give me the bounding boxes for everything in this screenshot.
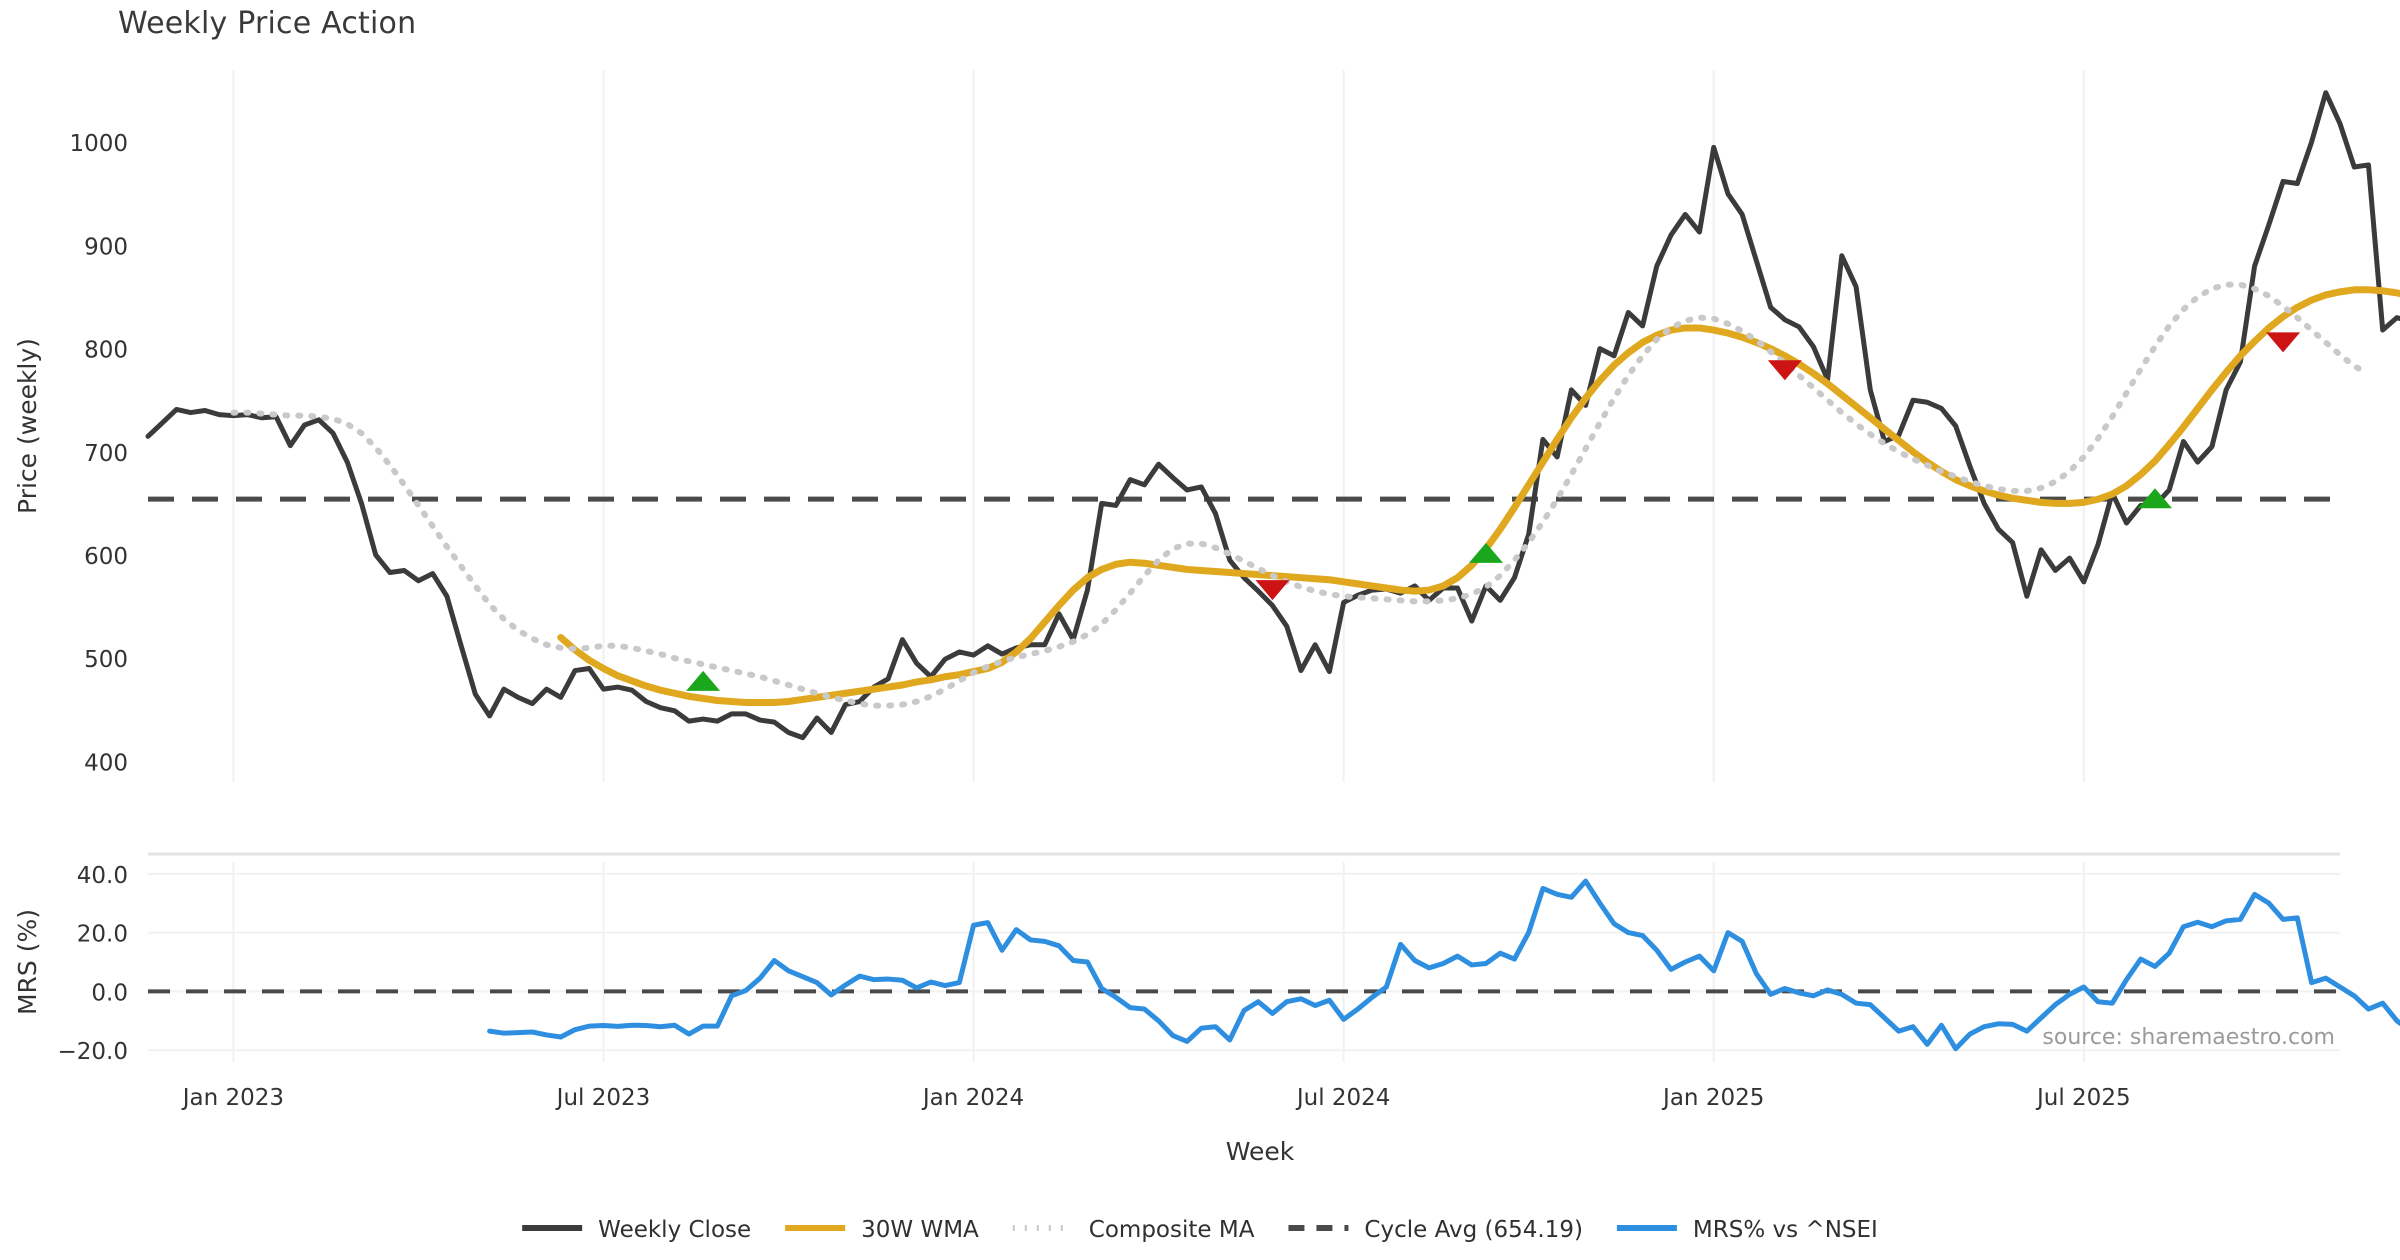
price-ytick-label-3: 700 <box>84 441 128 467</box>
buy-marker-2[interactable] <box>1468 542 1503 563</box>
xtick-label-0: Jan 2023 <box>181 1085 284 1111</box>
x-axis-label: Week <box>1226 1137 1295 1166</box>
mrs-ytick-label-3: 40.0 <box>77 863 128 889</box>
xtick-label-4: Jan 2025 <box>1661 1085 1764 1111</box>
sell-marker-1[interactable] <box>1255 580 1290 601</box>
buy-marker-0[interactable] <box>686 670 721 691</box>
mrs-ytick-label-0: −20.0 <box>58 1039 128 1065</box>
xtick-label-3: Jul 2024 <box>1295 1085 1391 1111</box>
mrs-axis-label: MRS (%) <box>13 909 42 1015</box>
price-ytick-label-0: 400 <box>84 750 128 776</box>
page-title: Weekly Price Action <box>118 6 417 41</box>
price-ytick-label-5: 900 <box>84 234 128 260</box>
price-ytick-label-6: 1000 <box>69 131 128 157</box>
legend-label-4[interactable]: MRS% vs ^NSEI <box>1693 1217 1878 1243</box>
buy-marker-4[interactable] <box>2137 488 2172 509</box>
price-ytick-label-1: 500 <box>84 647 128 673</box>
series-weekly-close <box>145 90 2400 741</box>
legend-label-3[interactable]: Cycle Avg (654.19) <box>1364 1217 1583 1243</box>
legend-label-2[interactable]: Composite MA <box>1089 1217 1255 1243</box>
legend-label-1[interactable]: 30W WMA <box>861 1217 979 1243</box>
price-ytick-label-4: 800 <box>84 338 128 364</box>
price-axis-label: Price (weekly) <box>13 338 42 514</box>
mrs-ytick-label-1: 0.0 <box>91 980 128 1006</box>
sell-marker-5[interactable] <box>2266 332 2301 353</box>
xtick-label-1: Jul 2023 <box>555 1085 651 1111</box>
mrs-ytick-label-2: 20.0 <box>77 922 128 948</box>
series-30w-wma <box>557 286 2400 707</box>
sell-marker-3[interactable] <box>1767 360 1802 381</box>
legend-label-0[interactable]: Weekly Close <box>598 1217 751 1243</box>
series-composite-ma <box>230 281 2372 709</box>
price-ytick-label-2: 600 <box>84 544 128 570</box>
source-watermark: source: sharemaestro.com <box>2042 1025 2335 1050</box>
xtick-label-2: Jan 2024 <box>921 1085 1024 1111</box>
xtick-label-5: Jul 2025 <box>2035 1085 2131 1111</box>
series-mrs-vs-nsei <box>487 878 2400 1052</box>
